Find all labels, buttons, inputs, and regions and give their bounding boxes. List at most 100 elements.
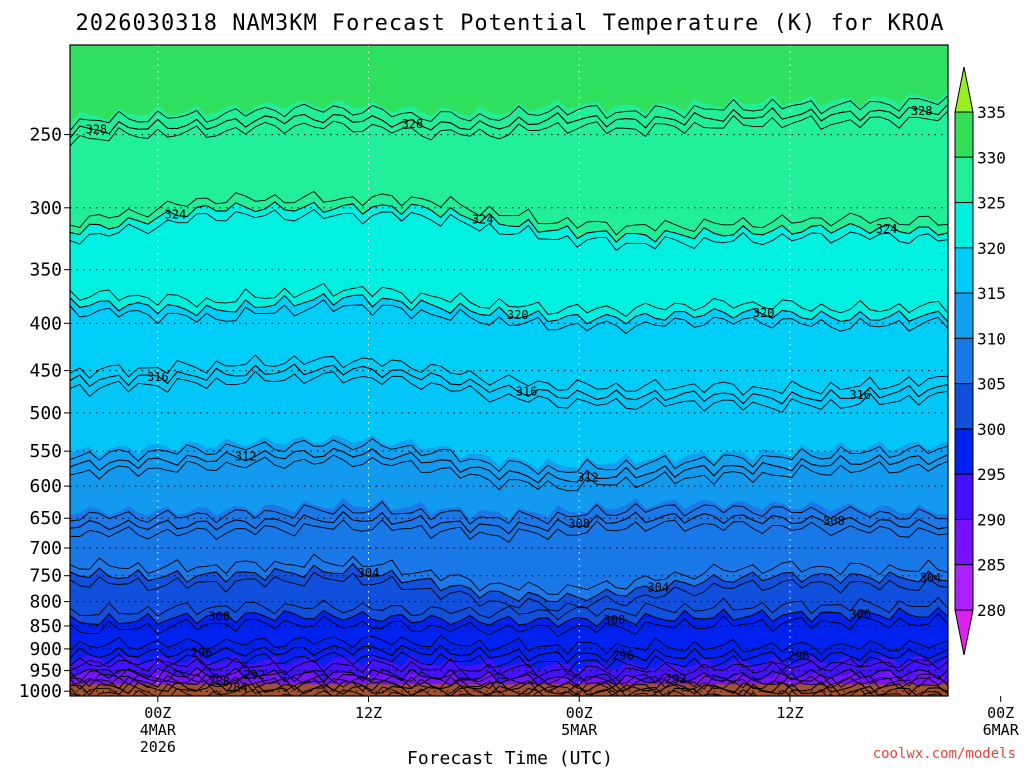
- contour-316: [70, 363, 948, 405]
- contour-label-320: 320: [753, 306, 775, 320]
- contour-label-284: 284: [226, 680, 248, 694]
- chart-title: 2026030318 NAM3KM Forecast Potential Tem…: [76, 11, 945, 36]
- colorbar-swatch-285: [954, 564, 974, 611]
- contour-minor-324-0: [70, 208, 948, 252]
- contour-308: [70, 511, 948, 535]
- contour-label-328: 328: [402, 117, 424, 131]
- contour-minor-312-0: [70, 454, 948, 492]
- y-tick-label-350: 350: [29, 260, 62, 281]
- contour-minor-308-1: [70, 501, 948, 525]
- contour-300: [70, 606, 948, 628]
- x-tick-label-36-0: 12Z: [776, 704, 803, 722]
- colorbar-label-335: 335: [977, 103, 1006, 122]
- contour-minor-296-1: [70, 634, 948, 656]
- contour-312: [70, 447, 948, 484]
- fill-band-mid-328: [70, 45, 948, 125]
- y-tick-label-750: 750: [29, 566, 62, 587]
- x-tick-label-0-1: 4MAR: [140, 721, 177, 739]
- colorbar-label-320: 320: [977, 239, 1006, 258]
- colorbar-swatch-310: [954, 337, 974, 385]
- contour-label-300: 300: [849, 607, 871, 621]
- contour-label-316: 316: [147, 370, 169, 384]
- y-tick-label-300: 300: [29, 198, 62, 219]
- y-tick-label-500: 500: [29, 403, 62, 424]
- contour-label-324: 324: [876, 222, 898, 236]
- x-tick-label-24-1: 5MAR: [561, 721, 598, 739]
- y-tick-label-400: 400: [29, 313, 62, 334]
- colorbar-label-290: 290: [977, 510, 1006, 529]
- contour-minor-320-1: [70, 282, 948, 318]
- contour-304: [70, 562, 948, 603]
- contour-label-292: 292: [244, 668, 266, 682]
- colorbar-swatch-305: [954, 383, 974, 430]
- contour-label-316: 316: [516, 384, 538, 398]
- contour-label-328: 328: [85, 123, 107, 137]
- y-tick-label-950: 950: [29, 661, 62, 682]
- x-tick-label-48-1: 6MAR: [983, 721, 1020, 739]
- contour-label-300: 300: [208, 609, 230, 623]
- colorbar-swatch-295: [954, 473, 974, 520]
- colorbar-label-285: 285: [977, 556, 1006, 575]
- contour-minor-320-0: [70, 299, 948, 335]
- contour-minor-288-0: [70, 681, 944, 696]
- contour-label-324: 324: [472, 212, 494, 226]
- contour-minor-300-1: [70, 596, 948, 621]
- y-tick-label-250: 250: [29, 125, 62, 146]
- colorbar-swatch-335: [954, 111, 974, 158]
- contour-label-308: 308: [823, 514, 845, 528]
- colorbar-label-300: 300: [977, 420, 1006, 439]
- contour-label-296: 296: [612, 649, 634, 663]
- credit-text[interactable]: coolwx.com/models: [873, 746, 1016, 762]
- contour-minor-292-0: [70, 673, 948, 696]
- contour-label-328: 328: [911, 104, 933, 118]
- contour-label-292: 292: [665, 672, 687, 686]
- x-tick-label-48-0: 00Z: [987, 704, 1014, 722]
- contour-minor-304-0: [70, 571, 948, 612]
- contour-minor-312-1: [70, 438, 948, 475]
- contour-label-312: 312: [235, 450, 257, 464]
- colorbar-label-330: 330: [977, 148, 1006, 167]
- contour-324: [70, 201, 948, 243]
- contour-minor-292-1: [70, 657, 948, 679]
- contour-minor-304-1: [70, 553, 948, 595]
- y-tick-label-550: 550: [29, 441, 62, 462]
- contour-minor-316-1: [70, 354, 948, 396]
- colorbar-label-305: 305: [977, 375, 1006, 394]
- y-tick-label-850: 850: [29, 616, 62, 637]
- contour-minor-284-1: [70, 669, 948, 691]
- y-tick-label-900: 900: [29, 639, 62, 660]
- colorbar-label-325: 325: [977, 194, 1006, 213]
- contour-minor-316-0: [70, 370, 948, 413]
- contour-label-304: 304: [920, 571, 942, 585]
- colorbar-bottom-arrow: [954, 609, 974, 656]
- contour-minor-328-1: [70, 95, 948, 132]
- x-tick-label-0-2: 2026: [140, 738, 176, 756]
- contour-minor-324-1: [70, 190, 948, 236]
- contour-label-296: 296: [788, 649, 810, 663]
- x-axis-label: Forecast Time (UTC): [407, 748, 613, 768]
- contour-label-316: 316: [849, 388, 871, 402]
- contour-288: [70, 673, 948, 696]
- contour-minor-308-0: [70, 519, 948, 544]
- contour-label-288: 288: [208, 675, 230, 689]
- contour-label-308: 308: [568, 517, 590, 531]
- contour-label-300: 300: [604, 613, 626, 627]
- x-tick-label-24-0: 00Z: [566, 704, 593, 722]
- colorbar-swatch-330: [954, 156, 974, 204]
- contour-minor-300-0: [70, 613, 948, 638]
- contour-label-324: 324: [165, 207, 187, 221]
- contour-label-304: 304: [647, 581, 669, 595]
- y-tick-label-1000: 1000: [19, 681, 62, 702]
- x-tick-label-12-0: 12Z: [355, 704, 382, 722]
- contour-minor-284-0: [70, 687, 945, 696]
- contour-label-320: 320: [507, 308, 529, 322]
- colorbar-swatch-320: [954, 247, 974, 294]
- x-tick-label-0-0: 00Z: [144, 704, 171, 722]
- contour-minor-328-0: [70, 110, 948, 147]
- y-tick-label-650: 650: [29, 508, 62, 529]
- y-tick-label-800: 800: [29, 592, 62, 613]
- y-tick-label-450: 450: [29, 361, 62, 382]
- y-tick-label-600: 600: [29, 476, 62, 497]
- colorbar-label-295: 295: [977, 465, 1006, 484]
